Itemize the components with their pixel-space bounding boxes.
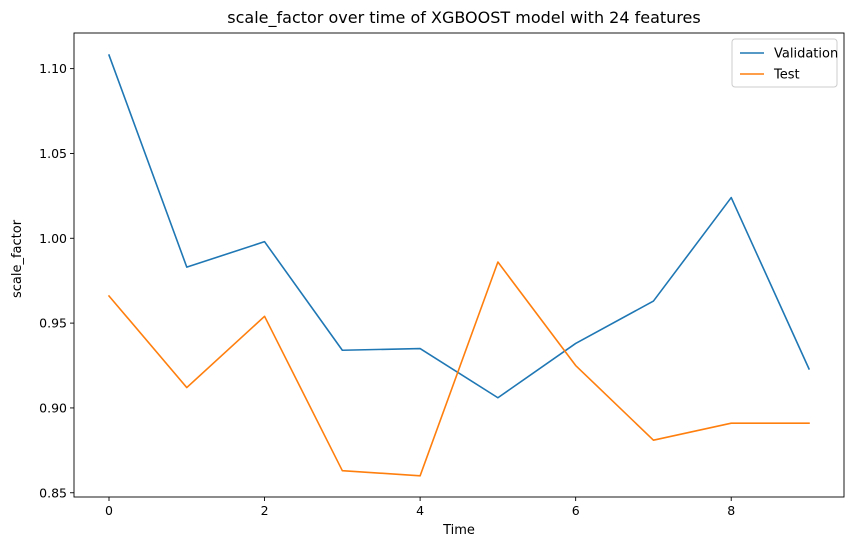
chart-title: scale_factor over time of XGBOOST model … bbox=[227, 8, 700, 28]
y-tick-label: 1.00 bbox=[39, 231, 67, 246]
x-tick-label: 2 bbox=[261, 503, 269, 518]
legend-label-test: Test bbox=[773, 68, 800, 83]
y-tick-label: 0.85 bbox=[39, 485, 67, 500]
x-tick-label: 4 bbox=[416, 503, 424, 518]
plot-frame bbox=[73, 32, 845, 498]
plot-area: 0 2 4 6 8 0.85 0.90 0.95 1.00 1.05 1.10 bbox=[39, 32, 845, 518]
legend: Validation Test bbox=[731, 38, 838, 88]
legend-label-validation: Validation bbox=[774, 47, 838, 62]
y-tick-label: 1.10 bbox=[39, 61, 67, 76]
y-axis-label: scale_factor bbox=[10, 219, 25, 298]
series-line-validation bbox=[107, 54, 811, 399]
y-tick-label: 1.05 bbox=[39, 146, 67, 161]
x-tick-label: 0 bbox=[105, 503, 113, 518]
y-tick-label: 0.95 bbox=[39, 316, 67, 331]
y-tick-label: 0.90 bbox=[39, 400, 67, 415]
x-axis-label: Time bbox=[442, 523, 475, 538]
x-tick-label: 6 bbox=[572, 503, 580, 518]
x-tick-label: 8 bbox=[727, 503, 735, 518]
legend-box bbox=[731, 38, 838, 88]
series-line-test bbox=[107, 261, 810, 477]
